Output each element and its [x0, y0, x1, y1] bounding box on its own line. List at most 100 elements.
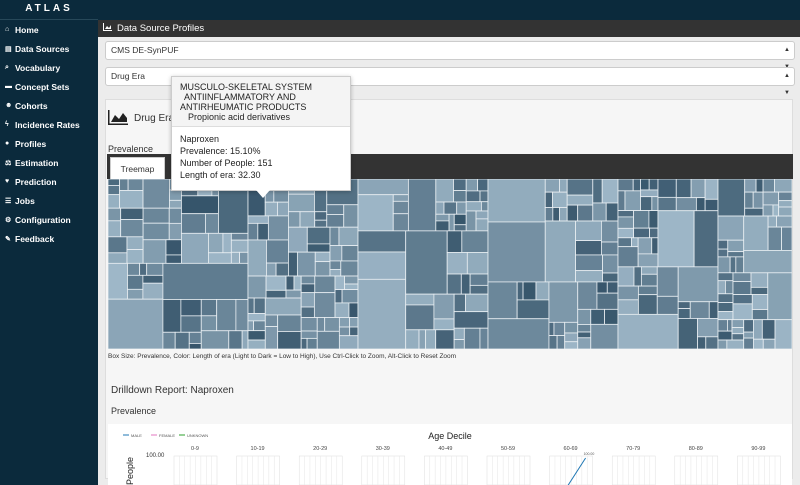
sidebar-item-concept-sets[interactable]: ▬ Concept Sets [0, 77, 98, 96]
treemap-cell[interactable] [651, 196, 659, 211]
treemap-cell[interactable] [127, 288, 144, 300]
treemap-cell[interactable] [448, 213, 455, 232]
treemap-cell[interactable] [162, 299, 182, 333]
treemap-cell[interactable] [675, 197, 697, 212]
treemap-cell[interactable] [349, 326, 359, 337]
treemap-cell[interactable] [475, 218, 489, 232]
treemap-cell[interactable] [731, 319, 745, 328]
treemap-cell[interactable] [469, 273, 489, 286]
treemap-cell[interactable] [180, 315, 202, 333]
treemap-cell[interactable] [329, 269, 342, 277]
treemap-cell[interactable] [300, 283, 316, 294]
treemap-cell[interactable] [181, 195, 219, 215]
treemap-cell[interactable] [341, 245, 359, 262]
treemap-cell[interactable] [657, 179, 677, 198]
treemap-cell[interactable] [306, 226, 331, 245]
treemap-cell[interactable] [456, 201, 467, 215]
treemap-cell[interactable] [767, 272, 792, 321]
treemap-cell[interactable] [717, 280, 726, 295]
treemap-cell[interactable] [475, 210, 489, 220]
treemap-cell[interactable] [222, 232, 232, 254]
treemap-cell[interactable] [405, 293, 435, 306]
treemap-cell[interactable] [108, 194, 121, 209]
treemap-cell[interactable] [338, 317, 351, 328]
treemap-cell[interactable] [743, 337, 754, 349]
sidebar-item-home[interactable]: ⌂ Home [0, 20, 98, 39]
treemap[interactable] [108, 179, 792, 349]
treemap-cell[interactable] [727, 239, 745, 253]
treemap-cell[interactable] [329, 245, 343, 262]
treemap-cell[interactable] [108, 252, 128, 264]
treemap-cell[interactable] [340, 260, 359, 277]
data-source-select[interactable]: CMS DE-SynPUF ▲▼ [105, 41, 795, 70]
treemap-cell[interactable] [617, 190, 626, 211]
treemap-cell[interactable] [717, 256, 731, 274]
treemap-cell[interactable] [228, 330, 243, 349]
treemap-cell[interactable] [230, 239, 249, 253]
treemap-cell[interactable] [633, 210, 650, 229]
treemap-cell[interactable] [617, 179, 634, 192]
treemap-cell[interactable] [418, 329, 427, 349]
treemap-cell[interactable] [168, 222, 182, 241]
treemap-cell[interactable] [334, 302, 350, 318]
treemap-cell[interactable] [744, 191, 754, 209]
treemap-cell[interactable] [357, 278, 407, 349]
treemap-cell[interactable] [617, 313, 679, 349]
treemap-cell[interactable] [142, 282, 164, 300]
treemap-cell[interactable] [755, 179, 764, 193]
treemap-cell[interactable] [575, 270, 603, 283]
treemap-cell[interactable] [731, 333, 745, 341]
treemap-cell[interactable] [425, 329, 437, 349]
treemap-cell[interactable] [247, 339, 266, 349]
treemap-cell[interactable] [466, 252, 489, 275]
treemap-cell[interactable] [180, 299, 202, 317]
treemap-cell[interactable] [453, 224, 467, 232]
treemap-cell[interactable] [142, 239, 167, 264]
treemap-cell[interactable] [649, 227, 659, 239]
treemap-cell[interactable] [617, 266, 635, 287]
treemap-cell[interactable] [617, 210, 635, 218]
treemap-cell[interactable] [247, 330, 266, 341]
treemap-cell[interactable] [566, 204, 579, 222]
treemap-cell[interactable] [357, 251, 407, 280]
sidebar-item-estimation[interactable]: ⚖ Estimation [0, 153, 98, 172]
treemap-cell[interactable] [566, 194, 594, 206]
treemap-cell[interactable] [169, 199, 182, 209]
treemap-cell[interactable] [751, 309, 769, 321]
treemap-cell[interactable] [247, 275, 267, 299]
treemap-cell[interactable] [460, 273, 471, 295]
treemap-cell[interactable] [640, 273, 658, 287]
treemap-cell[interactable] [606, 281, 619, 294]
treemap-cell[interactable] [465, 179, 479, 192]
treemap-cell[interactable] [602, 254, 619, 274]
treemap-cell[interactable] [592, 202, 607, 222]
treemap-cell[interactable] [357, 194, 394, 232]
treemap-cell[interactable] [479, 327, 489, 349]
treemap-cell[interactable] [266, 262, 277, 277]
treemap-cell[interactable] [732, 294, 753, 305]
treemap-cell[interactable] [139, 262, 148, 276]
treemap-cell[interactable] [257, 222, 269, 241]
sidebar-item-data-sources[interactable]: ▤ Data Sources [0, 39, 98, 58]
treemap-cell[interactable] [732, 303, 753, 321]
treemap-cell[interactable] [577, 308, 592, 325]
treemap-cell[interactable] [443, 201, 458, 215]
treemap-cell[interactable] [480, 201, 489, 212]
treemap-cell[interactable] [465, 201, 482, 212]
treemap-cell[interactable] [752, 191, 764, 209]
treemap-cell[interactable] [453, 213, 467, 226]
treemap-cell[interactable] [230, 251, 240, 264]
treemap-cell[interactable] [247, 297, 255, 314]
treemap-cell[interactable] [633, 266, 642, 287]
treemap-cell[interactable] [465, 293, 489, 313]
sidebar-item-vocabulary[interactable]: ⌕ Vocabulary [0, 58, 98, 77]
treemap-cell[interactable] [181, 232, 209, 264]
treemap-cell[interactable] [675, 179, 692, 199]
treemap-cell[interactable] [453, 327, 465, 341]
treemap-cell[interactable] [577, 337, 592, 349]
treemap-cell[interactable] [727, 251, 745, 258]
treemap-cell[interactable] [717, 179, 746, 217]
treemap-cell[interactable] [656, 295, 679, 315]
sidebar-item-cohorts[interactable]: ☻ Cohorts [0, 96, 98, 115]
treemap-cell[interactable] [762, 204, 774, 217]
